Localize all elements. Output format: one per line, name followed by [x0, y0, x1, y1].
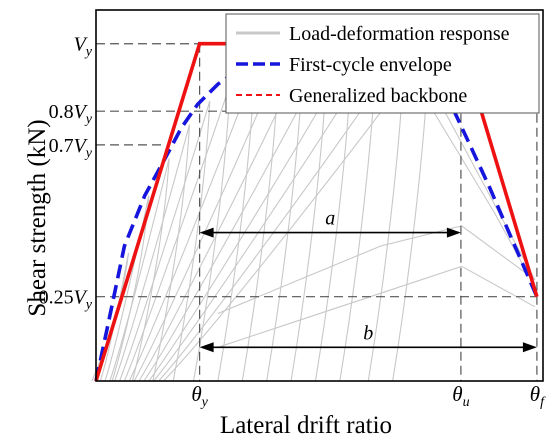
legend-label: Generalized backbone: [289, 85, 467, 107]
response-cycle-4: [114, 124, 191, 382]
y-tick-coef: 0.25: [39, 287, 74, 309]
response-cycle-5: [119, 100, 211, 382]
y-tick-symbol: V: [74, 287, 89, 309]
y-tick-coef: 0.8: [49, 101, 74, 123]
y-tick-symbol: V: [74, 101, 89, 123]
y-tick-label: 0.25Vy: [39, 287, 93, 313]
y-tick-symbol: V: [74, 135, 89, 157]
x-tick-label: θu: [452, 382, 469, 410]
y-tick-subscript: y: [84, 45, 93, 60]
plot-frame: [95, 9, 544, 382]
dimension-arrowhead-a: [199, 227, 214, 238]
y-tick-label: 0.7Vy: [49, 135, 93, 161]
annotations: ab: [199, 208, 537, 353]
response-cycle-3: [109, 158, 170, 382]
dimension-arrowhead-b: [522, 342, 537, 353]
y-tick-subscript: y: [84, 146, 93, 161]
x-tick-symbol: θ: [191, 382, 201, 406]
legend-label: Load-deformation response: [289, 23, 510, 45]
dimension-label-b: b: [363, 322, 373, 344]
y-tick-coef: 0.7: [49, 135, 74, 157]
response-cycle-7: [128, 70, 256, 382]
x-tick-subscript: y: [200, 395, 209, 410]
x-axis-label: Lateral drift ratio: [220, 412, 392, 439]
dimension-arrowhead-a: [446, 227, 461, 238]
x-tick-labels: θy θu θf: [191, 382, 546, 410]
legend-label: First-cycle envelope: [289, 54, 452, 76]
y-tick-subscript: y: [84, 298, 93, 313]
x-tick-label: θy: [191, 382, 208, 410]
x-tick-subscript: u: [463, 395, 470, 410]
legend: Load-deformation response First-cycle env…: [225, 13, 540, 114]
y-tick-subscript: y: [84, 112, 93, 127]
y-tick-label: 0.8Vy: [49, 101, 93, 127]
x-tick-symbol: θ: [452, 382, 462, 406]
x-tick-label: θf: [530, 382, 546, 410]
dimension-label-a: a: [325, 208, 335, 230]
response-branch-3: [217, 225, 536, 315]
y-axis-label: Shear strength (kN): [24, 119, 51, 316]
x-tick-subscript: f: [540, 395, 546, 410]
y-tick-label: Vy: [74, 34, 93, 60]
dimension-arrowhead-b: [199, 342, 214, 353]
x-tick-symbol: θ: [530, 382, 540, 406]
response-cycle-2: [104, 195, 150, 382]
response-branch-4: [217, 265, 536, 348]
y-tick-symbol: V: [74, 34, 89, 56]
